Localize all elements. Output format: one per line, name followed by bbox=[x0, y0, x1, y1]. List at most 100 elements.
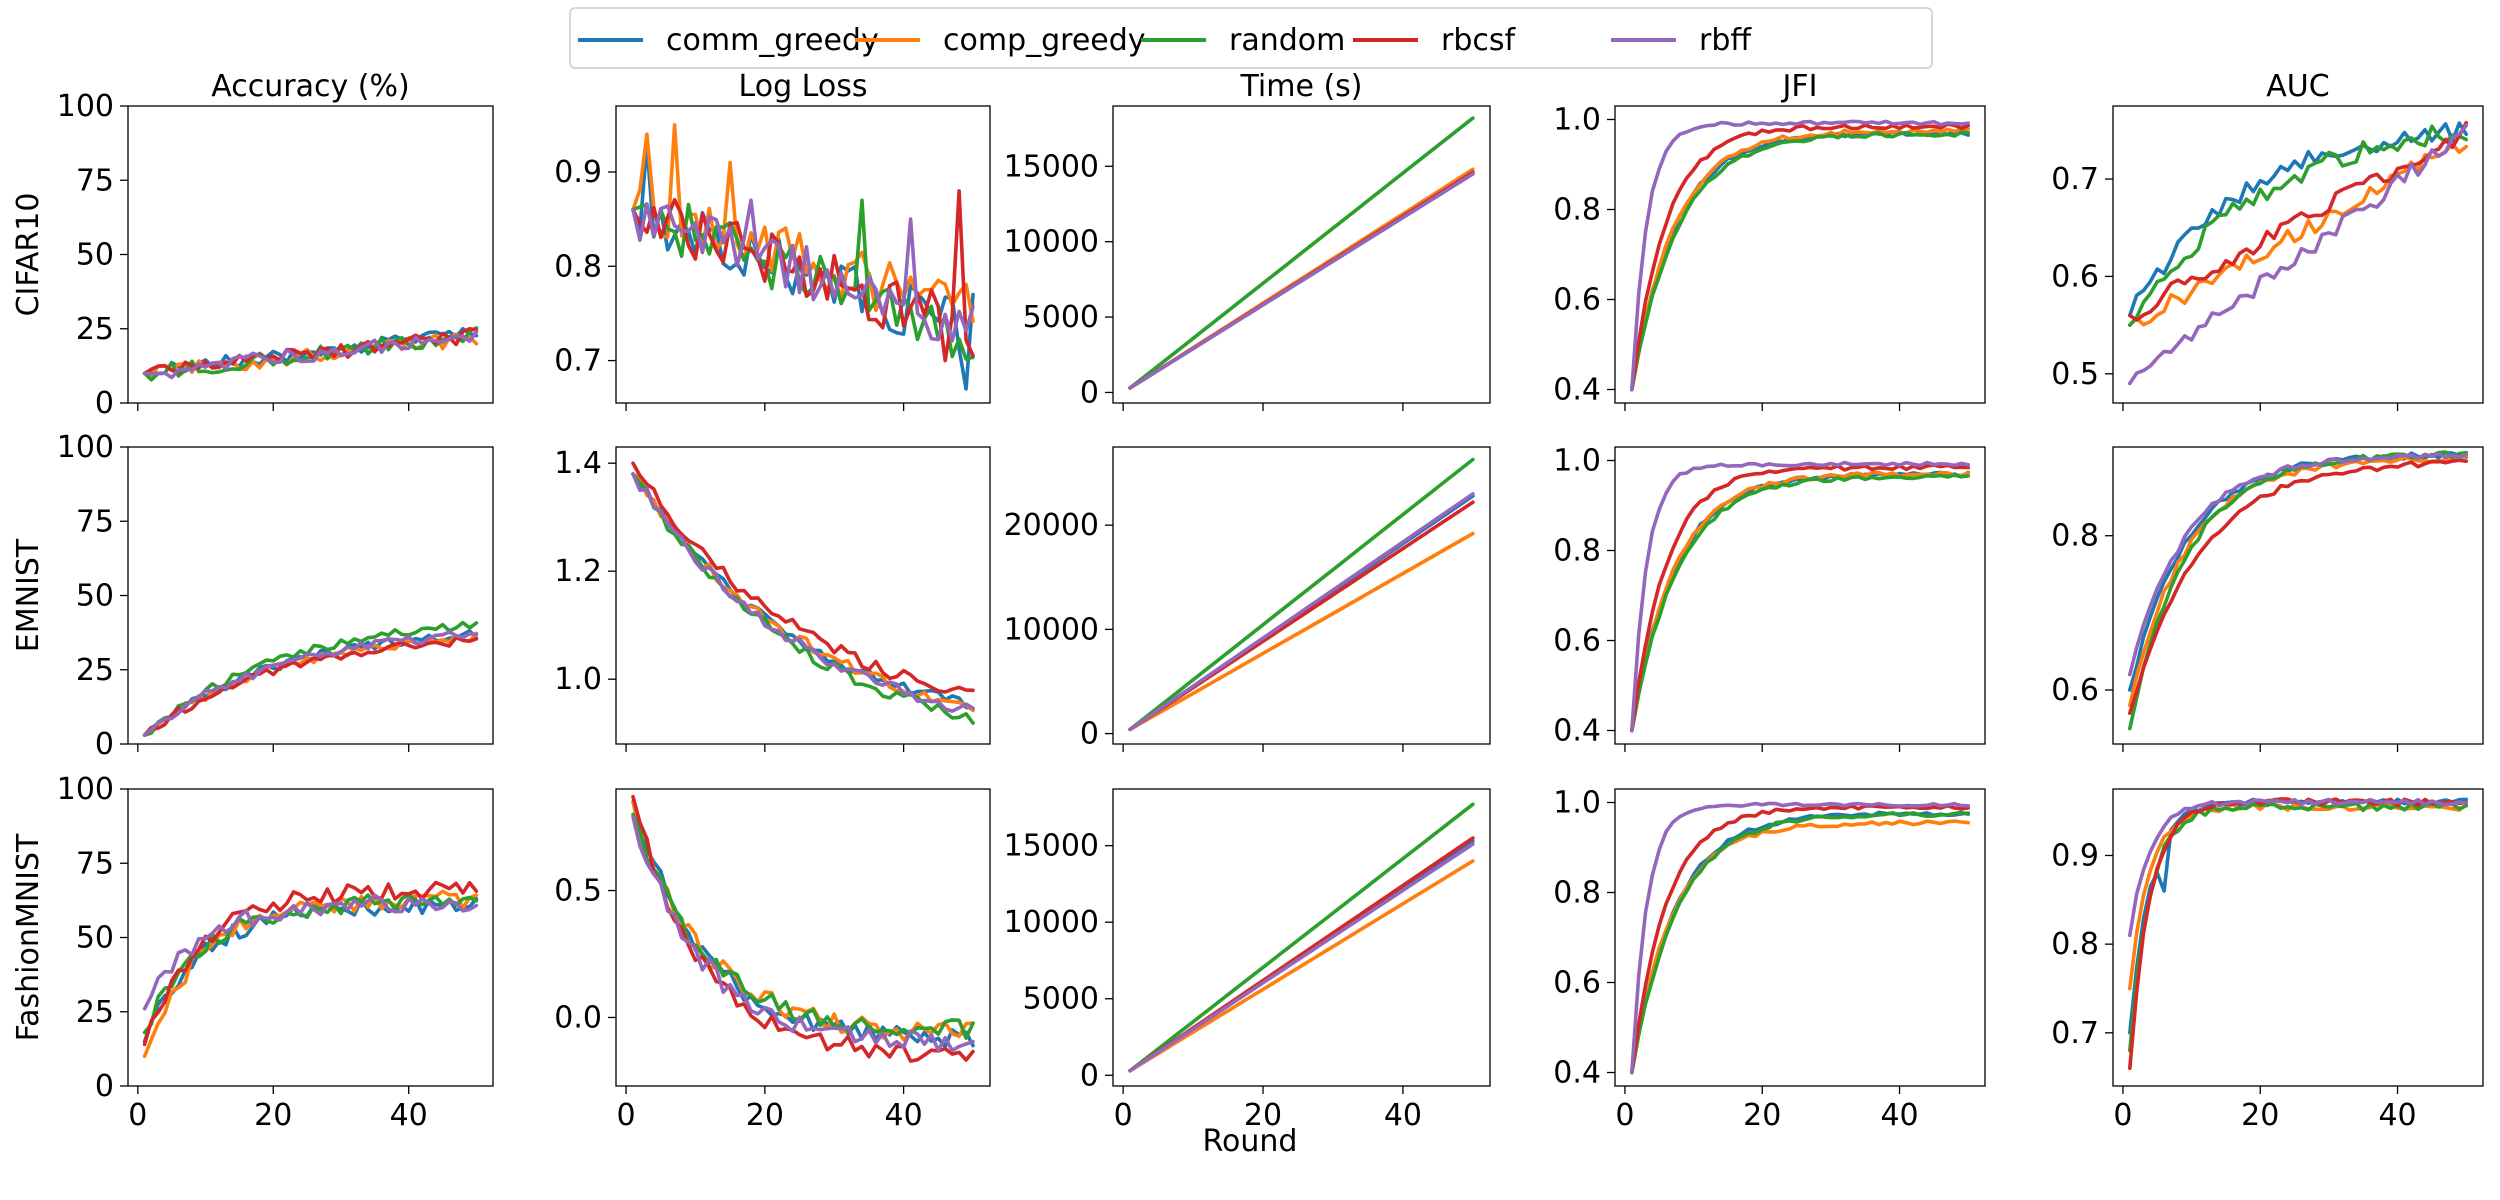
series-line-comp-greedy bbox=[142, 889, 479, 1059]
series-line-comm-greedy bbox=[2128, 797, 2468, 1035]
y-tick-label: 0.6 bbox=[1553, 966, 1601, 1001]
subplot-emnist-accuracy: 0 25 50 75 100 EMNIST bbox=[11, 430, 494, 762]
axes-frame bbox=[2112, 788, 2484, 1087]
subplot-emnist-auc: 0.6 0.8 bbox=[2051, 446, 2484, 752]
series-group bbox=[142, 326, 479, 382]
series-line-random bbox=[1630, 130, 1970, 392]
axes-frame bbox=[1614, 446, 1986, 745]
subplot-emnist-log-loss: 1.0 1.2 1.4 bbox=[554, 446, 991, 752]
y-tick-label: 25 bbox=[76, 653, 114, 688]
x-tick-label: 0 bbox=[1114, 1098, 1133, 1133]
series-line-rbff bbox=[1630, 119, 1970, 392]
series-line-rbcsf bbox=[1630, 804, 1970, 1075]
y-tick-label: 0.4 bbox=[1553, 714, 1601, 749]
y-tick-label: 5000 bbox=[1023, 300, 1099, 335]
y-tick-label: 5000 bbox=[1023, 982, 1099, 1017]
series-line-random bbox=[1128, 802, 1475, 1073]
series-line-rbff bbox=[1128, 492, 1475, 732]
subplot-cifar10-auc: 0.5 0.6 0.7 AUC bbox=[2051, 69, 2484, 411]
series-line-random bbox=[2128, 124, 2468, 327]
y-tick-label: 0 bbox=[95, 386, 114, 421]
axes-frame bbox=[2112, 105, 2484, 404]
subplot-cifar10-time-s: 0 5000 10000 15000 Time (s) bbox=[1004, 69, 1491, 411]
y-tick-label: 1.2 bbox=[554, 554, 602, 589]
y-tick-label: 1.0 bbox=[1553, 786, 1601, 821]
y-tick-label: 0 bbox=[1080, 375, 1099, 410]
y-tick-label: 100 bbox=[57, 430, 114, 465]
subplot-emnist-jfi: 0.4 0.6 0.8 1.0 bbox=[1553, 444, 1986, 752]
subplot-grid: 0 25 50 75 100 Accuracy (%) CIFAR10 0.7 0.8 0.9 Lo… bbox=[11, 69, 2484, 1133]
series-line-random bbox=[1128, 116, 1475, 390]
x-tick-label: 0 bbox=[2113, 1098, 2132, 1133]
y-tick-label: 0.8 bbox=[2051, 927, 2099, 962]
series-line-random bbox=[1630, 810, 1970, 1075]
series-line-rbcsf bbox=[2128, 797, 2468, 1071]
series-line-random bbox=[1630, 473, 1970, 733]
series-line-rbff bbox=[2128, 451, 2468, 677]
axes-frame bbox=[615, 105, 991, 404]
series-line-rbcsf bbox=[1630, 463, 1970, 733]
y-tick-label: 0 bbox=[1080, 717, 1099, 752]
series-line-random bbox=[631, 472, 975, 725]
series-line-comm-greedy bbox=[2128, 450, 2468, 692]
series-line-rbff bbox=[142, 893, 479, 1011]
axes-frame bbox=[2112, 446, 2484, 745]
series-line-comp-greedy bbox=[1128, 859, 1475, 1073]
series-line-rbff bbox=[1128, 172, 1475, 390]
series-line-rbff bbox=[142, 630, 479, 737]
subplot-cifar10-accuracy: 0 25 50 75 100 Accuracy (%) CIFAR10 bbox=[11, 69, 494, 421]
series-group bbox=[1128, 116, 1475, 390]
column-title-log-loss: Log Loss bbox=[739, 69, 868, 104]
series-group bbox=[2128, 120, 2468, 386]
y-tick-label: 0.6 bbox=[1553, 283, 1601, 318]
y-tick-label: 0.7 bbox=[2051, 1016, 2099, 1051]
series-line-rbcsf bbox=[142, 327, 479, 376]
column-title-jfi: JFI bbox=[1781, 69, 1818, 104]
y-tick-label: 15000 bbox=[1004, 829, 1099, 864]
series-line-comm-greedy bbox=[1630, 470, 1970, 733]
x-tick-label: 20 bbox=[1743, 1098, 1781, 1133]
series-line-random bbox=[1128, 457, 1475, 732]
y-tick-label: 0.4 bbox=[1553, 1056, 1601, 1091]
series-line-rbff bbox=[631, 815, 975, 1053]
x-tick-label: 0 bbox=[1615, 1098, 1634, 1133]
series-line-rbcsf bbox=[142, 635, 479, 737]
y-tick-label: 10000 bbox=[1004, 905, 1099, 940]
series-line-comp-greedy bbox=[631, 799, 975, 1042]
legend-label-comm-greedy: comm_greedy bbox=[666, 23, 879, 58]
y-tick-label: 10000 bbox=[1004, 225, 1099, 260]
series-line-rbcsf bbox=[2128, 458, 2468, 715]
x-tick-label: 40 bbox=[1880, 1098, 1918, 1133]
series-line-rbff bbox=[2128, 797, 2468, 938]
legend-frame bbox=[569, 7, 1933, 69]
series-line-rbcsf bbox=[631, 461, 975, 694]
legend-label-random: random bbox=[1229, 23, 1345, 58]
y-tick-label: 75 bbox=[76, 163, 114, 198]
series-group bbox=[1630, 119, 1970, 392]
series-line-random bbox=[2128, 801, 2468, 1053]
subplot-cifar10-jfi: 0.4 0.6 0.8 1.0 JFI bbox=[1553, 69, 1986, 411]
y-tick-label: 0.6 bbox=[2051, 259, 2099, 294]
series-line-random bbox=[631, 198, 975, 361]
series-line-random bbox=[631, 812, 975, 1040]
y-tick-label: 1.4 bbox=[554, 446, 602, 481]
subplot-emnist-time-s: 0 10000 20000 bbox=[1004, 446, 1491, 752]
y-tick-label: 20000 bbox=[1004, 508, 1099, 543]
series-group bbox=[1128, 802, 1475, 1073]
series-line-random bbox=[2128, 450, 2468, 731]
axes-frame bbox=[127, 446, 494, 745]
y-tick-label: 100 bbox=[57, 89, 114, 124]
series-group bbox=[2128, 797, 2468, 1071]
y-tick-label: 0.9 bbox=[2051, 838, 2099, 873]
series-line-comp-greedy bbox=[1630, 470, 1970, 733]
y-tick-label: 15000 bbox=[1004, 149, 1099, 184]
x-tick-label: 40 bbox=[2378, 1098, 2416, 1133]
series-line-comp-greedy bbox=[1630, 127, 1970, 392]
series-line-rbff bbox=[631, 198, 975, 343]
series-line-rbff bbox=[1630, 460, 1970, 733]
series-line-rbff bbox=[142, 330, 479, 380]
series-group bbox=[142, 880, 479, 1059]
x-tick-label: 0 bbox=[617, 1098, 636, 1133]
y-tick-label: 0.6 bbox=[2051, 673, 2099, 708]
series-group bbox=[142, 620, 479, 737]
